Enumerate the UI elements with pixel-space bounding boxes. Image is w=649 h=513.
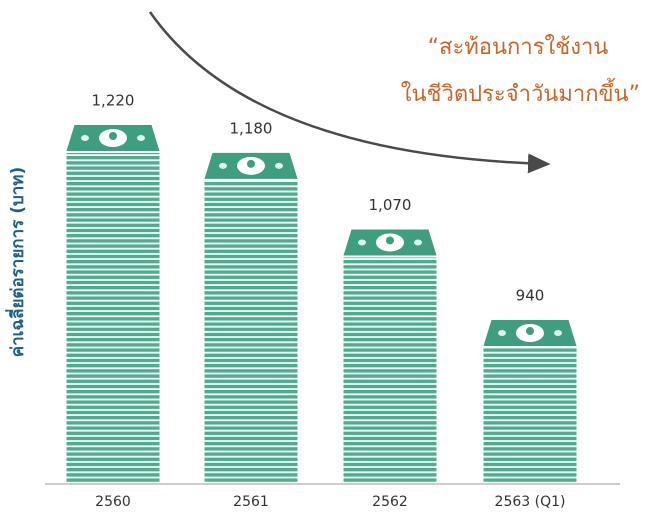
bill — [344, 229, 437, 255]
bill — [484, 320, 577, 346]
bill-portrait — [526, 327, 534, 335]
x-tick-label: 2560 — [95, 494, 131, 510]
x-tick-label: 2563 (Q1) — [495, 494, 566, 510]
bill-portrait — [109, 132, 117, 140]
annotation: ในชีวิตประจำวันมากขึ้น” — [401, 78, 640, 107]
bill — [205, 153, 298, 179]
money-stack — [484, 348, 577, 483]
annotation: “สะท้อนการใช้งาน — [428, 34, 609, 60]
chart: “สะท้อนการใช้งาน ในชีวิตประจำวันมากขึ้น”… — [0, 0, 649, 513]
money-stack — [344, 257, 437, 483]
bill-dot — [554, 330, 562, 336]
value-label: 1,070 — [369, 196, 412, 214]
value-label: 1,180 — [230, 119, 273, 137]
bill-portrait — [386, 236, 394, 244]
bill-dot — [275, 163, 283, 169]
bill-dot — [358, 239, 366, 245]
value-label: 940 — [516, 287, 545, 305]
bill-portrait — [247, 160, 255, 168]
y-axis-label: ค่าเฉลี่ยต่อรายการ (บาท) — [5, 167, 28, 358]
x-tick-label: 2562 — [372, 494, 408, 510]
money-stack — [67, 153, 160, 483]
bill-dot — [81, 135, 89, 141]
value-label: 1,220 — [92, 92, 135, 110]
x-tick-label: 2561 — [233, 494, 269, 510]
money-stack — [205, 181, 298, 483]
bill-dot — [414, 239, 422, 245]
bill-dot — [137, 135, 145, 141]
bill-dot — [219, 163, 227, 169]
bill-dot — [498, 330, 506, 336]
bill — [67, 125, 160, 151]
